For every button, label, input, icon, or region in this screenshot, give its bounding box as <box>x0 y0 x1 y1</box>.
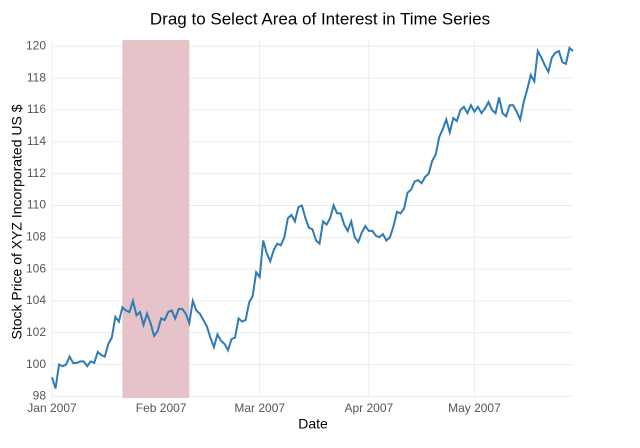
x-tick-label: Feb 2007 <box>136 401 187 415</box>
y-tick-label: 114 <box>27 134 46 148</box>
y-axis-label: Stock Price of XYZ Incorporated US $ <box>9 104 25 339</box>
y-tick-label: 118 <box>27 70 46 84</box>
x-tick-label: Jan 2007 <box>27 401 77 415</box>
line-series <box>51 46 574 389</box>
y-tick-label: 110 <box>27 198 46 212</box>
y-tick-label: 104 <box>26 293 46 307</box>
x-axis-label: Date <box>298 416 328 432</box>
chart-title: Drag to Select Area of Interest in Time … <box>150 9 490 28</box>
x-tick-label: Mar 2007 <box>234 401 285 415</box>
y-tick-label: 112 <box>27 166 46 180</box>
y-tick-label: 102 <box>26 325 46 339</box>
x-tick-label: May 2007 <box>448 401 501 415</box>
y-tick-label: 100 <box>26 357 46 371</box>
y-tick-label: 116 <box>27 102 46 116</box>
y-tick-label: 98 <box>33 389 47 403</box>
y-tick-label: 120 <box>26 39 46 53</box>
selection-brush <box>122 40 190 398</box>
y-tick-label: 108 <box>26 229 46 243</box>
y-tick-label: 106 <box>26 261 46 275</box>
x-tick-label: Apr 2007 <box>344 401 393 415</box>
